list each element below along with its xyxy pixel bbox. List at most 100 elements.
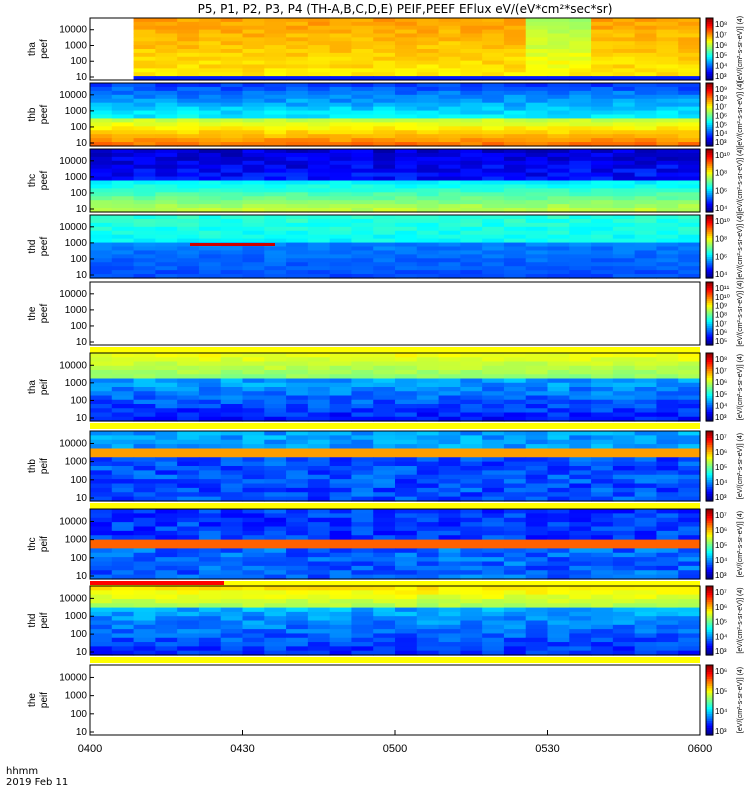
- heatmap-cell: [155, 404, 178, 409]
- heatmap-cell: [547, 474, 570, 480]
- heatmap-cell: [307, 483, 331, 489]
- heatmap-cell: [111, 557, 135, 563]
- heatmap-cell: [351, 160, 374, 166]
- colorbar-swatch: [706, 470, 713, 474]
- heatmap-cell: [569, 513, 592, 519]
- colorbar-swatch: [706, 433, 713, 437]
- heatmap-cell: [177, 188, 200, 193]
- heatmap-cell: [286, 130, 309, 135]
- heatmap-cell: [111, 94, 135, 100]
- colorbar-swatch: [706, 133, 713, 137]
- heatmap-cell: [525, 479, 549, 485]
- heatmap-cell: [569, 374, 592, 380]
- heatmap-cell: [286, 590, 309, 596]
- heatmap-cell: [678, 218, 701, 224]
- heatmap-cell: [678, 530, 701, 536]
- heatmap-cell: [438, 365, 461, 371]
- heatmap-cell: [220, 452, 244, 458]
- heatmap-cell: [591, 646, 614, 652]
- heatmap-cell: [503, 45, 527, 50]
- heatmap-cell: [634, 37, 658, 42]
- heatmap-cell: [90, 633, 113, 639]
- heatmap-cell: [482, 138, 505, 143]
- heatmap-cell: [177, 184, 200, 189]
- heatmap-cell: [264, 254, 287, 259]
- heatmap-cell: [220, 204, 244, 209]
- heatmap-cell: [634, 399, 658, 405]
- heatmap-cell: [373, 522, 396, 528]
- heatmap-cell: [634, 444, 658, 450]
- heatmap-cell: [286, 192, 309, 197]
- heatmap-cell: [286, 574, 309, 580]
- heatmap-cell: [307, 64, 331, 69]
- heatmap-cell: [656, 188, 679, 193]
- heatmap-cell: [569, 86, 592, 92]
- heatmap-cell: [373, 391, 396, 397]
- heatmap-cell: [656, 164, 679, 170]
- heatmap-cell: [438, 29, 461, 35]
- colorbar-tick-label: 10⁷: [715, 588, 727, 597]
- heatmap-cell: [373, 357, 396, 363]
- heatmap-cell: [329, 204, 353, 209]
- heatmap-cell: [198, 479, 222, 485]
- heatmap-cell: [220, 509, 244, 514]
- heatmap-cell: [460, 603, 483, 609]
- heatmap-cell: [329, 444, 353, 450]
- heatmap-cell: [373, 616, 396, 622]
- heatmap-cell: [177, 616, 200, 622]
- heatmap-cell: [90, 624, 113, 630]
- colorbar-swatch: [706, 730, 713, 734]
- heatmap-cell: [351, 172, 374, 178]
- heatmap-cell: [220, 254, 244, 259]
- heatmap-cell: [264, 365, 287, 371]
- heatmap-cell: [373, 548, 396, 554]
- heatmap-cell: [198, 270, 222, 275]
- heatmap-cell: [351, 408, 374, 414]
- colorbar-swatch: [706, 87, 713, 90]
- heatmap-cell: [155, 149, 178, 154]
- heatmap-cell: [242, 168, 265, 174]
- heatmap-cell: [111, 452, 135, 458]
- heatmap-cell: [264, 110, 287, 116]
- colorbar-swatch: [706, 560, 713, 564]
- heatmap-cell: [286, 126, 309, 131]
- heatmap-cell: [351, 642, 374, 647]
- heatmap-cell: [438, 204, 461, 209]
- heatmap-cell: [525, 370, 549, 375]
- heatmap-cell: [591, 72, 614, 77]
- heatmap-cell: [460, 37, 483, 42]
- heatmap-cell: [155, 522, 178, 528]
- heatmap-cell: [591, 86, 614, 92]
- heatmap-cell: [373, 200, 396, 205]
- heatmap-cell: [525, 86, 549, 92]
- heatmap-cell: [438, 102, 461, 108]
- y-tick-label: 1000: [65, 40, 88, 51]
- heatmap-cell: [373, 222, 396, 228]
- heatmap-cell: [177, 444, 200, 450]
- heatmap-cell: [525, 254, 549, 259]
- heatmap-cell: [612, 598, 636, 604]
- heatmap-cell: [678, 188, 701, 193]
- heatmap-cell: [612, 452, 636, 458]
- heatmap-cell: [155, 444, 178, 450]
- heatmap-cell: [90, 353, 113, 358]
- heatmap-cell: [591, 118, 614, 123]
- heatmap-cell: [482, 238, 505, 244]
- heatmap-cell: [90, 387, 113, 392]
- heatmap-cell: [416, 52, 440, 58]
- heatmap-cell: [482, 586, 505, 591]
- heatmap-cell: [656, 357, 679, 363]
- heatmap-cell: [111, 539, 135, 545]
- heatmap-cell: [177, 611, 200, 617]
- heatmap-cell: [220, 250, 244, 255]
- heatmap-cell: [678, 192, 701, 197]
- heatmap-cell: [460, 353, 483, 358]
- heatmap-cell: [307, 126, 331, 131]
- heatmap-cell: [460, 164, 483, 170]
- heatmap-cell: [634, 274, 658, 279]
- heatmap-cell: [307, 270, 331, 275]
- colorbar-tick-label: 10¹⁰: [715, 293, 730, 302]
- heatmap-cell: [329, 526, 353, 532]
- heatmap-cell: [395, 492, 418, 498]
- heatmap-cell: [242, 49, 265, 54]
